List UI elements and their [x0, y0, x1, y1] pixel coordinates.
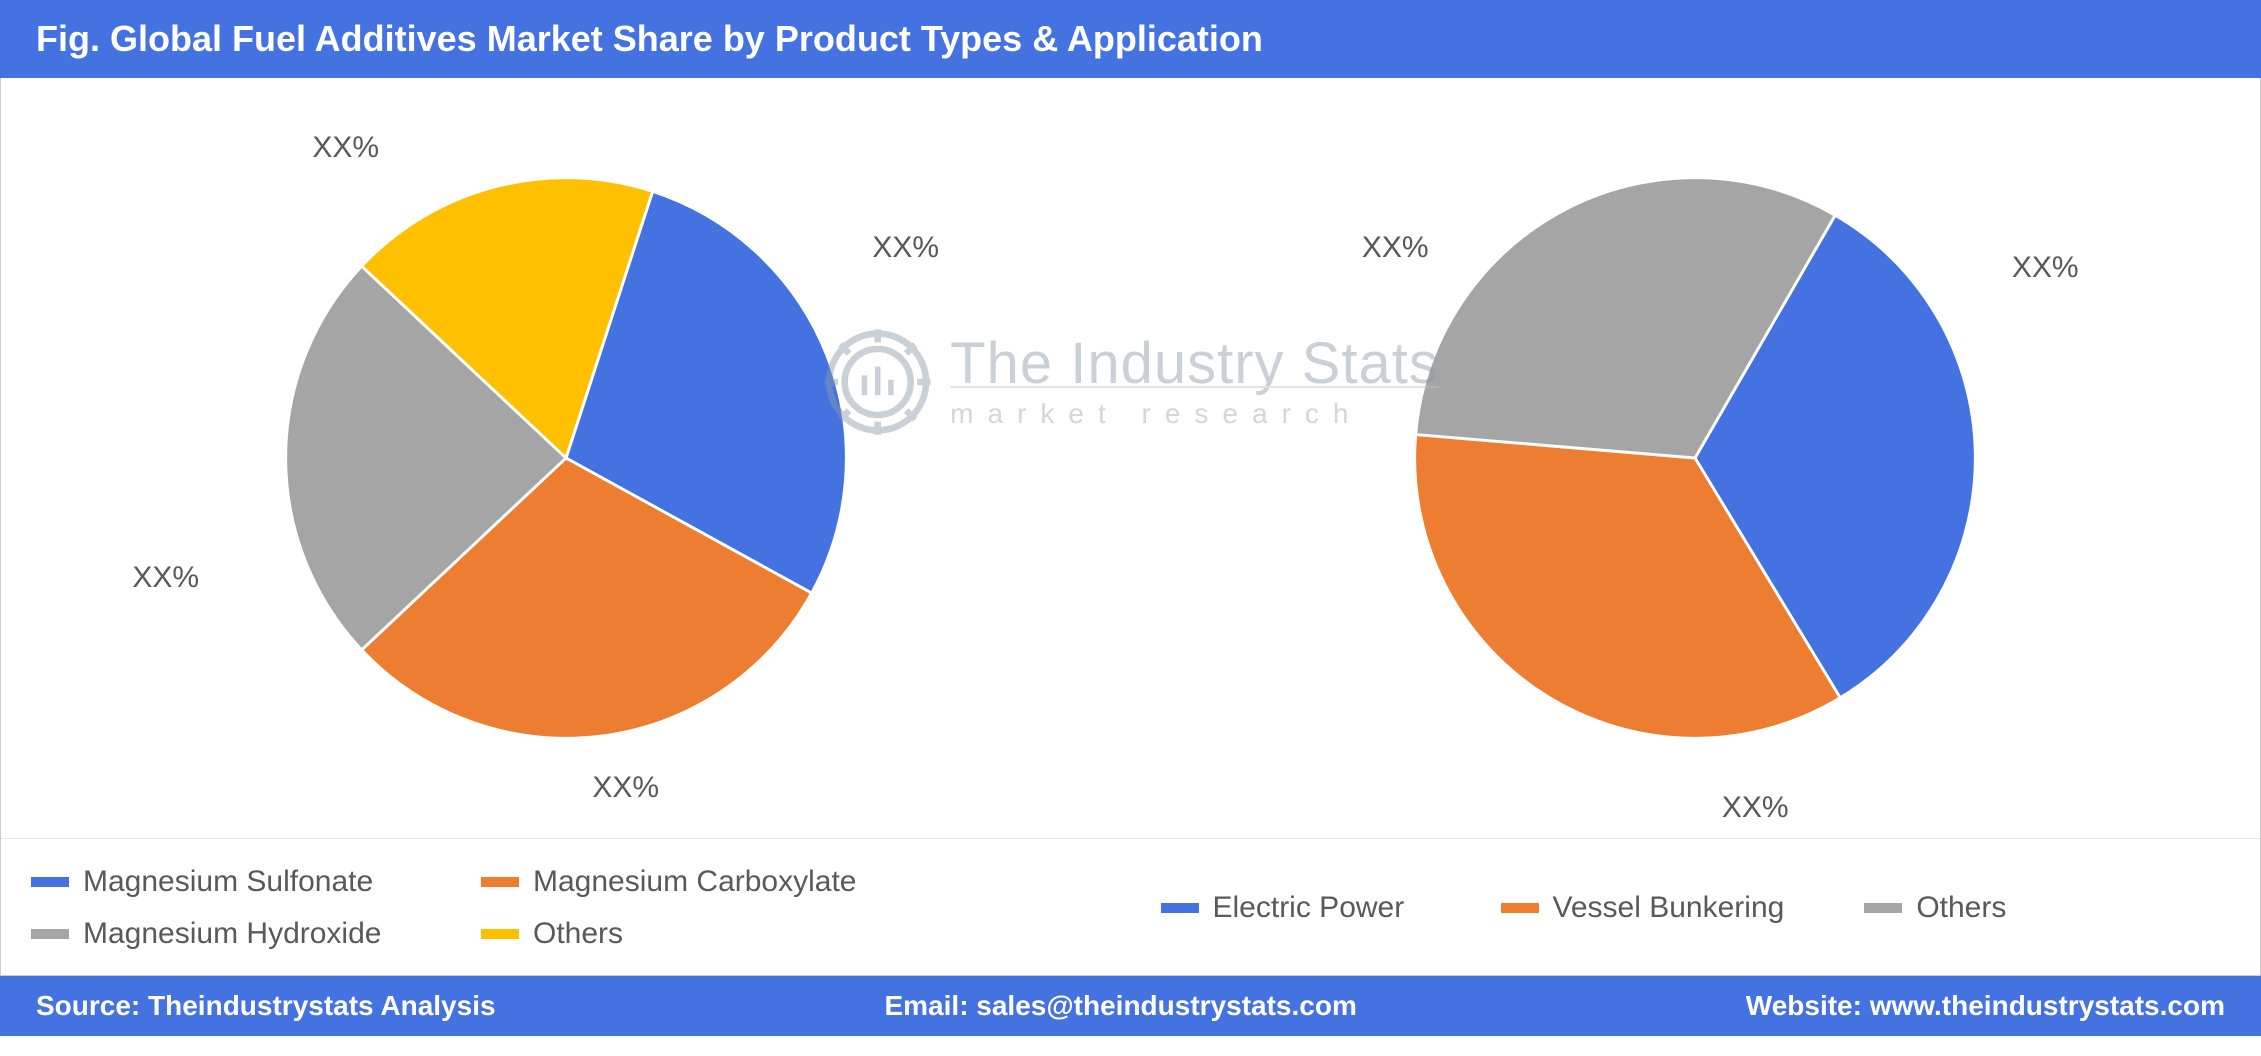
application-legend: Electric Power Vessel Bunkering Others: [1131, 839, 2261, 976]
charts-row: XX% XX% XX% XX% XX% XX% XX%: [1, 78, 2260, 838]
legend-item: Vessel Bunkering: [1501, 891, 1785, 925]
legend-label: Electric Power: [1213, 891, 1405, 925]
legend-swatch: [1501, 903, 1539, 913]
pie-data-label: XX%: [1722, 791, 1789, 825]
legend-label: Others: [1916, 891, 2006, 925]
product-types-pie: XX%XX%XX%XX%: [276, 168, 856, 748]
footer-bar: Source: Theindustrystats Analysis Email:…: [0, 976, 2261, 1036]
title-bar: Fig. Global Fuel Additives Market Share …: [0, 0, 2261, 78]
legend-label: Others: [533, 917, 623, 951]
application-pie-panel: XX% XX% XX%: [1131, 78, 2261, 838]
pie-data-label: XX%: [592, 771, 659, 805]
pie-data-label: XX%: [1362, 231, 1429, 265]
footer-source: Source: Theindustrystats Analysis: [36, 990, 496, 1022]
legend-item: Magnesium Hydroxide: [31, 917, 411, 951]
legend-swatch: [1864, 903, 1902, 913]
legend-item: Others: [1864, 891, 2124, 925]
pie-data-label: XX%: [312, 131, 379, 165]
legend-item: Magnesium Carboxylate: [481, 865, 861, 899]
legend-swatch: [481, 877, 519, 887]
pie-data-label: XX%: [872, 231, 939, 265]
legend-item: Electric Power: [1161, 891, 1421, 925]
footer-website: Website: www.theindustrystats.com: [1746, 990, 2225, 1022]
legend-swatch: [481, 929, 519, 939]
legend-swatch: [1161, 903, 1199, 913]
application-pie: XX%XX%XX%: [1405, 168, 1985, 748]
pie-data-label: XX%: [132, 561, 199, 595]
application-pie-svg: [1405, 168, 1985, 748]
product-types-pie-panel: XX% XX% XX% XX%: [1, 78, 1131, 838]
legend-swatch: [31, 929, 69, 939]
legend-item: Others: [481, 917, 861, 951]
legend-label: Magnesium Hydroxide: [83, 917, 381, 951]
product-types-pie-svg: [276, 168, 856, 748]
footer-email: Email: sales@theindustrystats.com: [884, 990, 1356, 1022]
product-types-legend: Magnesium Sulfonate Magnesium Carboxylate…: [1, 839, 1131, 976]
legends-row: Magnesium Sulfonate Magnesium Carboxylate…: [1, 838, 2260, 976]
legend-label: Vessel Bunkering: [1553, 891, 1785, 925]
chart-area: XX% XX% XX% XX% XX% XX% XX%: [0, 78, 2261, 976]
legend-label: Magnesium Sulfonate: [83, 865, 373, 899]
legend-swatch: [31, 877, 69, 887]
legend-item: Magnesium Sulfonate: [31, 865, 411, 899]
pie-data-label: XX%: [2012, 251, 2079, 285]
legend-label: Magnesium Carboxylate: [533, 865, 856, 899]
